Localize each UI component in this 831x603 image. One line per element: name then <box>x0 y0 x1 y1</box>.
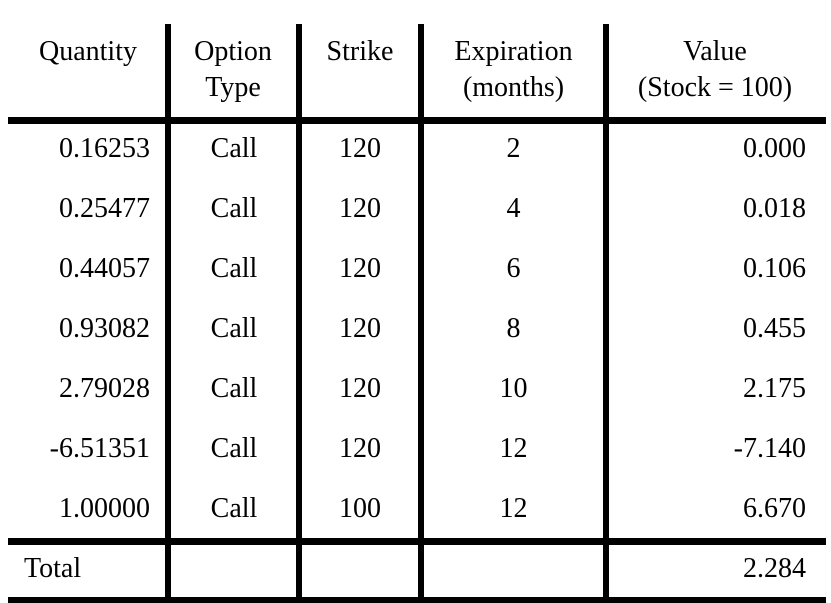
quantity-cell: -6.51351 <box>10 431 150 467</box>
expiration-cell: 2 <box>424 131 603 167</box>
strike-cell: 120 <box>302 251 418 287</box>
strike-cell: 120 <box>302 371 418 407</box>
total-divider <box>8 538 826 545</box>
value-cell: 0.000 <box>609 131 806 167</box>
expiration-cell: 6 <box>424 251 603 287</box>
header-value: Value (Stock = 100) <box>609 34 821 106</box>
header-option-type: Option Type <box>172 34 294 106</box>
strike-cell: 120 <box>302 191 418 227</box>
quantity-cell: 0.25477 <box>10 191 150 227</box>
header-expiration: Expiration (months) <box>424 34 603 106</box>
value-cell: 0.018 <box>609 191 806 227</box>
quantity-cell: 0.44057 <box>10 251 150 287</box>
expiration-cell: 8 <box>424 311 603 347</box>
option-type-cell: Call <box>172 371 296 407</box>
quantity-cell: 0.93082 <box>10 311 150 347</box>
strike-cell: 100 <box>302 491 418 527</box>
total-label: Total <box>24 551 154 587</box>
option-type-cell: Call <box>172 251 296 287</box>
quantity-cell: 0.16253 <box>10 131 150 167</box>
expiration-cell: 10 <box>424 371 603 407</box>
header-strike: Strike <box>302 34 418 70</box>
value-cell: 0.455 <box>609 311 806 347</box>
column-divider <box>165 24 171 603</box>
quantity-cell: 1.00000 <box>10 491 150 527</box>
total-value: 2.284 <box>609 551 806 587</box>
header-divider <box>8 117 826 124</box>
value-cell: 0.106 <box>609 251 806 287</box>
strike-cell: 120 <box>302 431 418 467</box>
bottom-border <box>8 597 826 603</box>
header-quantity: Quantity <box>18 34 158 70</box>
strike-cell: 120 <box>302 131 418 167</box>
value-cell: 6.670 <box>609 491 806 527</box>
option-type-cell: Call <box>172 431 296 467</box>
option-type-cell: Call <box>172 491 296 527</box>
value-cell: 2.175 <box>609 371 806 407</box>
expiration-cell: 4 <box>424 191 603 227</box>
expiration-cell: 12 <box>424 491 603 527</box>
value-cell: -7.140 <box>609 431 806 467</box>
option-type-cell: Call <box>172 311 296 347</box>
option-type-cell: Call <box>172 131 296 167</box>
option-type-cell: Call <box>172 191 296 227</box>
strike-cell: 120 <box>302 311 418 347</box>
expiration-cell: 12 <box>424 431 603 467</box>
quantity-cell: 2.79028 <box>10 371 150 407</box>
